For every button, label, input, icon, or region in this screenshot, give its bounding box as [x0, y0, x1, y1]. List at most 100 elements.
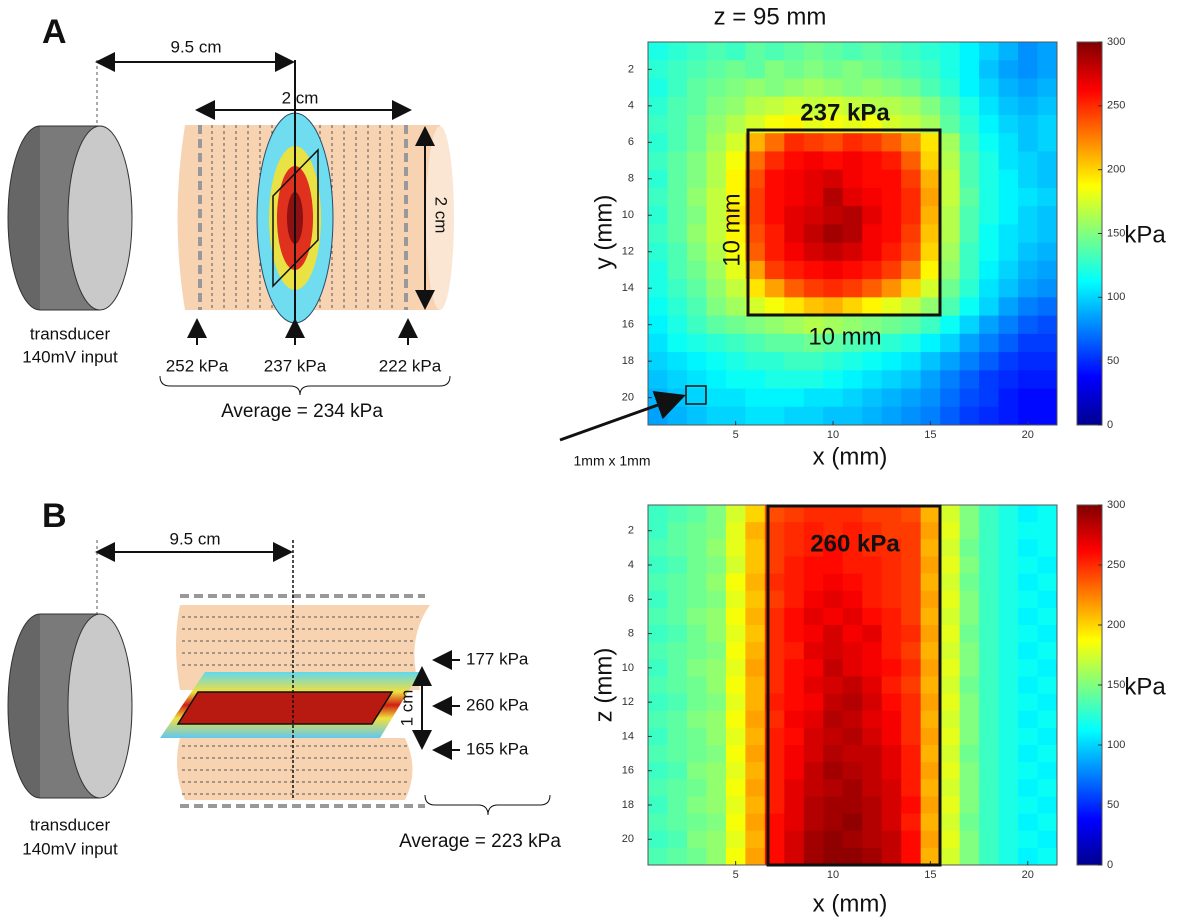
heatmap-cell [803, 169, 824, 189]
heatmap-cell [979, 78, 999, 98]
heatmap-cell [1018, 625, 1038, 643]
heatmap-cell [1037, 710, 1058, 729]
heatmap-cell [959, 406, 980, 426]
heatmap-cell [881, 352, 902, 371]
heatmap-cell [823, 539, 844, 557]
heatmap-cell [998, 505, 1019, 523]
heatmap-cell [686, 242, 707, 262]
heatmap-cell [862, 607, 883, 626]
heatmap-cell [648, 279, 668, 298]
heatmap-cell [648, 830, 668, 849]
heatmap-cell [803, 78, 824, 98]
heatmap-cell [803, 42, 824, 61]
heatmap-cell [745, 642, 766, 660]
heatmap-cell [764, 693, 785, 712]
heatmap-cell [862, 151, 883, 171]
width-label: 2 cm [282, 88, 319, 107]
heatmap-cell [998, 370, 1019, 389]
heatmap-cell [1018, 279, 1038, 298]
heatmap-cell [920, 78, 941, 98]
heatmap-cell [940, 370, 961, 389]
y-tick-label: 8 [628, 627, 634, 639]
heatmap-cell [901, 242, 922, 262]
heatmap-cell [648, 133, 668, 152]
heatmap-cell [901, 779, 922, 797]
heatmap-cell [803, 590, 824, 609]
heatmap-cell [686, 114, 707, 134]
y-tick-label: 10 [622, 662, 634, 674]
heatmap-cell [979, 96, 999, 116]
heatmap-cell [648, 659, 668, 677]
heatmap-cell [725, 556, 746, 574]
heatmap-cell [803, 522, 824, 540]
heatmap-cell [940, 573, 961, 592]
heatmap-cell [725, 315, 746, 335]
heatmap-cell [1037, 625, 1058, 643]
heatmap-cell [881, 539, 902, 557]
colorbar-tick-label: 0 [1107, 419, 1113, 431]
heatmap-cell [862, 406, 883, 426]
heatmap-cell [803, 315, 824, 335]
heatmap-cell [1018, 676, 1038, 694]
heatmap-cell [940, 522, 961, 540]
heatmap-cell [959, 42, 980, 61]
heatmap-cell [823, 133, 844, 152]
heatmap-cell [764, 297, 785, 316]
heatmap-cell [784, 830, 805, 849]
heatmap-cell [667, 539, 688, 557]
heatmap-cell [803, 642, 824, 660]
heatmap-cell [823, 676, 844, 694]
heatmap-cell [803, 727, 824, 746]
heatmap-cell [725, 625, 746, 643]
heatmap-cell [998, 745, 1019, 763]
heatmap-cell [1037, 573, 1058, 592]
heatmap-cell [803, 260, 824, 280]
heatmap-cell [823, 96, 844, 116]
heatmap-cell [725, 693, 746, 712]
y-tick-label: 14 [622, 730, 634, 742]
heatmap-cell [823, 693, 844, 712]
heatmap-cell [881, 133, 902, 152]
heatmap-cell [823, 151, 844, 171]
heatmap-cell [901, 625, 922, 643]
heatmap-cell [1018, 539, 1038, 557]
colorbar-tick-label: 250 [1107, 559, 1125, 571]
heatmap-cell [745, 333, 766, 353]
heatmap-cell [648, 539, 668, 557]
heatmap-cell [862, 522, 883, 540]
heatmap-cell [979, 60, 999, 79]
brace [159, 375, 451, 396]
heatmap-cell [745, 352, 766, 371]
heatmap-cell [1037, 796, 1058, 814]
heatmap-cell [920, 573, 941, 592]
heatmap-cell [959, 242, 980, 262]
heatmap-cell [784, 505, 805, 523]
heatmap-cell [764, 539, 785, 557]
heatmap-cell [784, 151, 805, 171]
heatmap-cell [725, 187, 746, 207]
y-tick-label: 18 [622, 355, 634, 367]
heatmap-cell [1037, 762, 1058, 780]
heatmap-cell [648, 762, 668, 780]
heatmap-cell [1037, 260, 1058, 280]
heatmap-cell [901, 642, 922, 660]
heatmap-cell [959, 279, 980, 298]
heatmap-cell [725, 847, 746, 866]
heatmap-cell [803, 60, 824, 79]
heatmap-cell [901, 151, 922, 171]
x-tick-label: 5 [733, 429, 739, 441]
heatmap-cell [881, 96, 902, 116]
heatmap-cell [667, 96, 688, 116]
heatmap-cell [648, 297, 668, 316]
y-tick-label: 12 [622, 696, 634, 708]
y-tick-label: 2 [628, 525, 634, 537]
heatmap-cell [901, 607, 922, 626]
heatmap-cell [667, 847, 688, 866]
heatmap-cell [764, 847, 785, 866]
heatmap-cell [959, 151, 980, 171]
heatmap-cell [648, 745, 668, 763]
colorbar-tick-label: 50 [1107, 799, 1119, 811]
transducer-face [67, 613, 133, 799]
heatmap-cell [940, 242, 961, 262]
heatmap-cell [803, 745, 824, 763]
